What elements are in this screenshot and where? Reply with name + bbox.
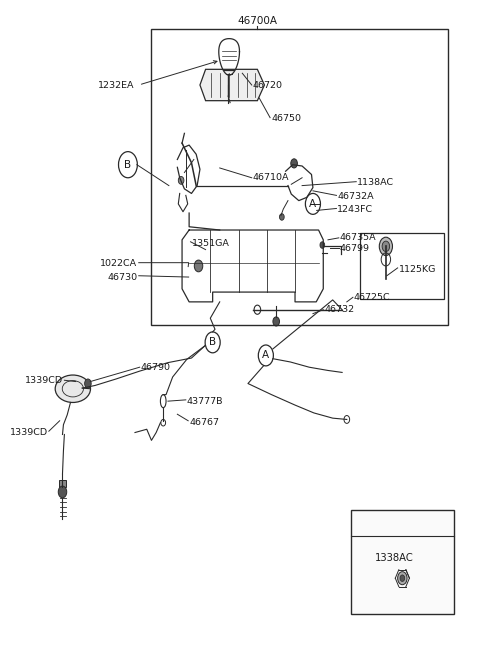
Circle shape bbox=[397, 571, 407, 584]
Text: 1339CD: 1339CD bbox=[10, 428, 48, 437]
Circle shape bbox=[178, 176, 184, 184]
Text: 43777B: 43777B bbox=[187, 397, 223, 405]
Circle shape bbox=[58, 486, 67, 498]
Text: B: B bbox=[124, 159, 132, 170]
Text: 46735A: 46735A bbox=[340, 234, 376, 242]
Bar bbox=[152, 29, 448, 325]
Polygon shape bbox=[200, 70, 264, 100]
Ellipse shape bbox=[55, 375, 91, 403]
Text: 1022CA: 1022CA bbox=[100, 260, 137, 268]
Text: 46790: 46790 bbox=[141, 363, 170, 372]
Bar bbox=[360, 234, 444, 298]
Text: 1125KG: 1125KG bbox=[398, 265, 436, 274]
Text: 46732: 46732 bbox=[324, 305, 354, 314]
Circle shape bbox=[400, 575, 405, 581]
Text: 46720: 46720 bbox=[252, 81, 283, 89]
Text: A: A bbox=[309, 199, 316, 209]
Circle shape bbox=[320, 242, 324, 249]
Text: 46732A: 46732A bbox=[337, 192, 374, 201]
Circle shape bbox=[194, 260, 203, 272]
Circle shape bbox=[291, 159, 298, 168]
Text: 1243FC: 1243FC bbox=[337, 205, 373, 214]
Text: 46750: 46750 bbox=[272, 114, 301, 123]
Bar bbox=[59, 480, 66, 487]
Text: 1351GA: 1351GA bbox=[192, 239, 229, 247]
Text: 1339CD: 1339CD bbox=[25, 376, 63, 385]
Text: B: B bbox=[209, 337, 216, 348]
Circle shape bbox=[379, 237, 393, 255]
Text: 46725C: 46725C bbox=[354, 293, 391, 302]
Circle shape bbox=[279, 214, 284, 220]
Bar bbox=[350, 510, 454, 614]
Text: 46710A: 46710A bbox=[252, 173, 289, 182]
Text: 46730: 46730 bbox=[107, 272, 137, 281]
Circle shape bbox=[382, 241, 390, 251]
Circle shape bbox=[84, 379, 91, 388]
Text: 1138AC: 1138AC bbox=[357, 178, 394, 188]
Text: 46767: 46767 bbox=[189, 419, 219, 427]
Text: 46799: 46799 bbox=[340, 244, 370, 253]
Text: 1232EA: 1232EA bbox=[97, 81, 134, 89]
Text: 46700A: 46700A bbox=[238, 16, 277, 26]
Circle shape bbox=[273, 317, 279, 326]
Text: 1338AC: 1338AC bbox=[374, 553, 413, 563]
Text: A: A bbox=[262, 350, 269, 360]
